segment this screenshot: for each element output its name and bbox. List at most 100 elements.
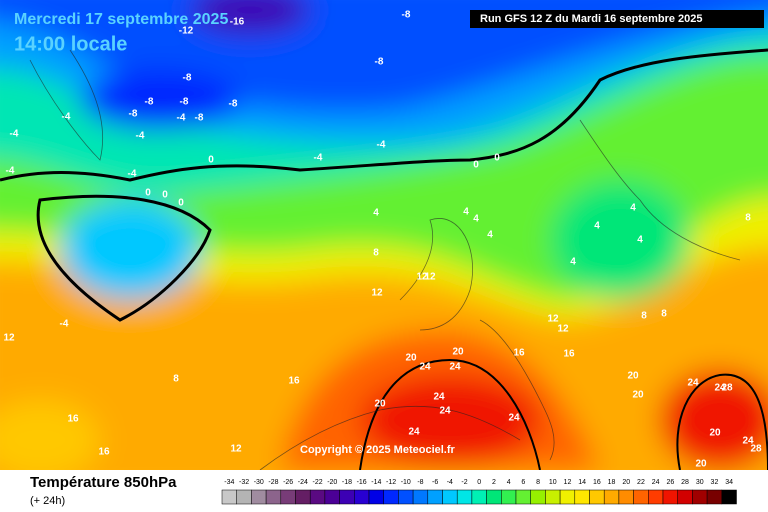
map-background xyxy=(0,0,768,500)
legend-swatch xyxy=(486,489,502,505)
legend-swatch xyxy=(706,489,723,505)
contour-labels: -16-12-8-8-8-8 -8 -8-8 -8-4-4-4-4-4 -4-4-400… xyxy=(3,10,762,470)
contour-label: 24 xyxy=(449,362,461,373)
legend-swatch xyxy=(427,489,443,505)
contour-label: 8 xyxy=(661,309,667,320)
contour-20 xyxy=(359,358,541,471)
legend-label: 8 xyxy=(536,479,540,486)
legend-label: -16 xyxy=(357,479,367,486)
copyright: Copyright © 2025 Meteociel.fr xyxy=(300,444,456,456)
zero-isotherm xyxy=(0,48,768,182)
contour-label: 4 xyxy=(473,214,479,225)
zero-isotherm-loop xyxy=(36,194,212,322)
legend-swatch xyxy=(280,489,296,505)
contour-label: 12 xyxy=(371,288,383,299)
legend-label: 18 xyxy=(608,479,616,486)
legend-swatch xyxy=(368,489,384,505)
legend-swatch xyxy=(236,489,252,505)
contour-label: -4 xyxy=(128,169,137,180)
legend-label: 2 xyxy=(492,479,496,486)
contour-label: 8 xyxy=(745,213,751,224)
contour-label: 0 xyxy=(494,153,500,164)
contour-label: 4 xyxy=(570,257,576,268)
contour-label: 24 xyxy=(714,383,726,394)
legend-swatch xyxy=(648,489,664,505)
legend-label: 24 xyxy=(652,479,660,486)
legend-label: -32 xyxy=(239,479,249,486)
contour-label: 24 xyxy=(742,436,754,447)
legend-swatch xyxy=(677,489,693,505)
contour-label: 16 xyxy=(67,414,79,425)
legend-swatch xyxy=(265,489,282,505)
legend-swatch xyxy=(295,489,311,505)
contour-label: -8 xyxy=(195,113,204,124)
contour-label: 20 xyxy=(709,428,721,439)
legend-label: -8 xyxy=(417,479,423,486)
contour-label: -4 xyxy=(60,319,69,330)
contour-label: -4 xyxy=(314,153,323,164)
contour-label: 20 xyxy=(405,353,417,364)
contour-label: 24 xyxy=(419,362,431,373)
contour-label: 0 xyxy=(145,188,151,199)
contour-label: -8 xyxy=(180,97,189,108)
contour-label: 12 xyxy=(547,314,559,325)
legend-label: 12 xyxy=(564,479,572,486)
legend-label: 28 xyxy=(681,479,689,486)
contour-label: 24 xyxy=(508,413,520,424)
legend-label: 22 xyxy=(637,479,645,486)
legend-swatch xyxy=(633,489,649,505)
run-info: Run GFS 12 Z du Mardi 16 septembre 2025 xyxy=(480,13,703,25)
contour-label: -8 xyxy=(183,73,192,84)
contours xyxy=(0,48,768,471)
legend-label: -6 xyxy=(432,479,438,486)
legend-label: 32 xyxy=(711,479,719,486)
contour-label: 4 xyxy=(487,230,493,241)
legend-label: 0 xyxy=(477,479,481,486)
contour-label: -4 xyxy=(136,131,145,142)
contour-label: 12 xyxy=(230,444,242,455)
legend-swatch xyxy=(456,489,473,505)
contour-label: -4 xyxy=(177,113,186,124)
contour-label: 24 xyxy=(408,427,420,438)
contour-label: -4 xyxy=(377,140,386,151)
legend-label: 30 xyxy=(696,479,704,486)
contour-label: 20 xyxy=(627,371,639,382)
contour-label: 28 xyxy=(750,444,762,455)
contour-label: -12 xyxy=(179,26,194,37)
legend-label: -26 xyxy=(283,479,293,486)
contour-label: 20 xyxy=(695,459,707,470)
legend-swatch xyxy=(383,489,399,505)
legend-label: 16 xyxy=(593,479,601,486)
legend-swatch xyxy=(339,489,355,505)
contour-label: 12 xyxy=(416,272,428,283)
forecast-time: 14:00 locale xyxy=(14,33,127,55)
contour-label: 8 xyxy=(641,311,647,322)
legend-label: -22 xyxy=(312,479,322,486)
contour-label: 24 xyxy=(439,406,451,417)
contour-label: 12 xyxy=(3,333,15,344)
legend-label: -4 xyxy=(447,479,453,486)
contour-label: 28 xyxy=(721,383,733,394)
legend-swatch xyxy=(398,489,414,505)
legend-swatch xyxy=(574,489,590,505)
legend-label: -2 xyxy=(461,479,467,486)
contour-label: -4 xyxy=(6,166,15,177)
contour-label: 24 xyxy=(687,378,699,389)
contour-label: 24 xyxy=(433,392,445,403)
contour-label: -16 xyxy=(230,17,245,28)
contour-label: 12 xyxy=(424,272,436,283)
contour-label: 0 xyxy=(178,198,184,209)
contour-label: -8 xyxy=(375,57,384,68)
contour-label: 4 xyxy=(594,221,600,232)
legend-swatch xyxy=(618,489,634,505)
legend-label: 6 xyxy=(521,479,525,486)
contour-label: 4 xyxy=(463,207,469,218)
legend-swatch xyxy=(501,489,517,505)
contour-label: -8 xyxy=(402,10,411,21)
legend-swatch xyxy=(309,489,326,505)
contour-label: 16 xyxy=(513,348,525,359)
coastlines xyxy=(29,49,741,471)
contour-label: 16 xyxy=(288,376,300,387)
